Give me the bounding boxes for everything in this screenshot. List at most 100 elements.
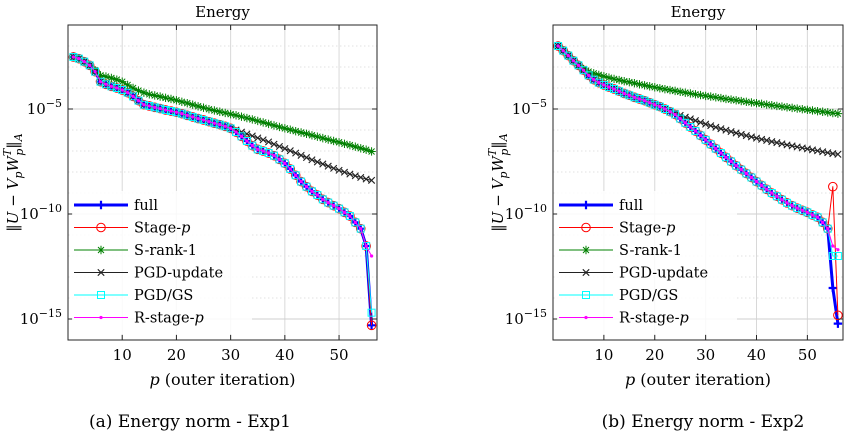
data-point (732, 129, 740, 137)
data-point (554, 42, 563, 50)
data-point (248, 115, 257, 124)
data-point (698, 133, 703, 138)
data-point (711, 93, 721, 102)
data-point (671, 110, 680, 119)
data-point (134, 86, 143, 95)
data-point (625, 77, 634, 87)
figure-caption: (b) Energy norm - Exp2 (602, 412, 805, 432)
data-point (286, 125, 295, 134)
data-point (296, 176, 306, 187)
data-point (109, 84, 113, 88)
data-point (161, 93, 170, 103)
data-point (765, 187, 769, 191)
data-point (836, 248, 840, 252)
data-point (280, 159, 289, 168)
data-point (634, 94, 645, 104)
data-point (145, 101, 154, 110)
data-point (627, 93, 631, 97)
data-point (264, 119, 273, 129)
data-point (612, 87, 616, 91)
data-point (275, 122, 284, 132)
data-point (128, 83, 138, 93)
data-point (180, 112, 184, 116)
data-point (318, 133, 327, 143)
data-point (356, 144, 365, 153)
data-point (793, 104, 802, 113)
data-point (313, 158, 321, 166)
data-point (742, 97, 751, 107)
data-point (155, 92, 165, 101)
data-point (210, 106, 219, 115)
data-point (346, 170, 354, 178)
data-point (120, 88, 124, 92)
data-point (367, 176, 376, 184)
data-point (556, 44, 560, 48)
data-point (818, 107, 827, 116)
data-point (622, 91, 626, 96)
data-point (702, 120, 710, 128)
data-point (792, 203, 803, 213)
data-point (150, 91, 159, 100)
data-point (210, 119, 219, 128)
data-point (362, 175, 370, 183)
data-point (706, 140, 715, 149)
data-point (785, 201, 789, 205)
data-point (334, 138, 344, 147)
y-axis-label: ‖U − VpWTp‖A (486, 133, 511, 231)
data-point (706, 92, 715, 101)
data-point (232, 128, 241, 137)
data-point (281, 145, 289, 153)
data-point (655, 102, 664, 111)
data-point (650, 100, 659, 109)
data-point (610, 84, 619, 93)
data-point (797, 205, 808, 216)
data-point (571, 59, 575, 63)
data-point (675, 87, 685, 96)
legend-label: PGD/GS (134, 288, 193, 304)
data-point (691, 126, 700, 135)
data-point (275, 142, 284, 151)
legend-marker (581, 222, 591, 233)
data-point (167, 107, 175, 116)
y-axis-label: ‖U − VpWTp‖A (1, 133, 26, 231)
data-point (163, 108, 168, 112)
series-s-rank-1 (69, 52, 376, 156)
data-point (563, 50, 574, 61)
legend: full Stage-p S-rank-1 PGD-update PGD/GS R-sta… (557, 191, 737, 334)
data-point (204, 104, 214, 114)
data-point (711, 144, 720, 153)
data-point (704, 138, 708, 142)
data-point (134, 96, 143, 105)
data-point (813, 106, 822, 116)
data-point (655, 84, 665, 93)
data-point (321, 197, 325, 201)
data-point (188, 100, 197, 109)
data-point (734, 164, 738, 168)
data-point (361, 145, 371, 154)
data-point (561, 49, 565, 53)
data-point (229, 126, 233, 130)
x-tick-label: 10 (594, 346, 613, 364)
data-point (308, 156, 316, 164)
data-point (637, 97, 642, 101)
legend-label: S-rank-1 (619, 243, 682, 259)
data-point (342, 210, 347, 214)
legend-marker (99, 315, 103, 320)
data-point (193, 102, 203, 111)
data-point (69, 52, 78, 61)
x-tick-label: 50 (798, 346, 817, 364)
data-point (727, 128, 735, 136)
data-point (834, 150, 842, 158)
data-point (783, 198, 792, 207)
data-point (161, 105, 170, 114)
data-point (701, 135, 710, 144)
data-point (369, 254, 374, 258)
data-point (280, 124, 290, 133)
data-point (744, 171, 748, 176)
axes-box (67, 24, 378, 341)
data-point (351, 172, 359, 180)
data-point (828, 283, 838, 293)
data-point (790, 204, 794, 208)
data-point (302, 182, 311, 191)
